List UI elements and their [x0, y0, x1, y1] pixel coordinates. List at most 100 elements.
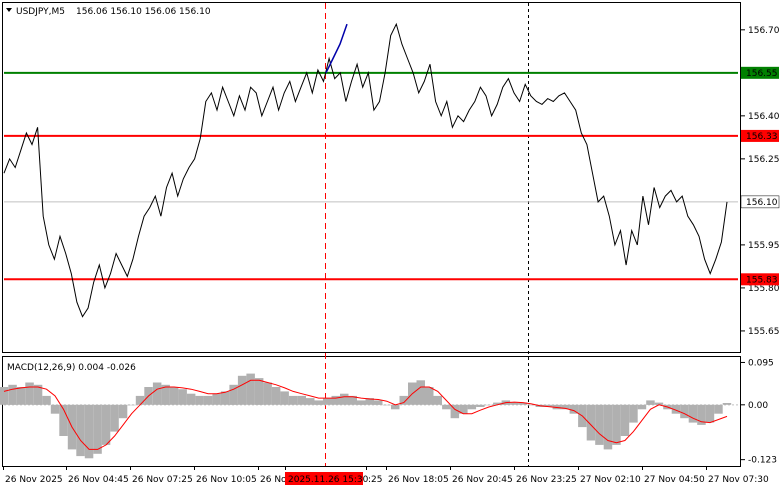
macd-bar-66: [561, 404, 570, 410]
macd-bar-12: [101, 404, 111, 445]
current-price-label-box: [740, 195, 780, 209]
level-label-box-2: [741, 273, 779, 286]
macd-bar-80: [680, 404, 689, 419]
macd-bar-26: [220, 391, 230, 405]
macd-bar-57: [484, 404, 494, 406]
macd-bar-29: [246, 373, 255, 405]
macd-bar-7: [59, 404, 68, 436]
crosshair-time-label: 2025.11.26 15:30: [288, 475, 369, 485]
macd-bar-76: [646, 400, 655, 405]
macd-bar-32: [271, 387, 281, 405]
macd-bar-75: [637, 404, 647, 410]
macd-bar-35: [297, 395, 306, 405]
x-tick-label-9: 26 Nov 23:25: [516, 475, 577, 485]
macd-bar-82: [697, 404, 706, 425]
macd-chart: [0, 373, 738, 459]
macd-bar-74: [629, 404, 638, 423]
macd-bar-77: [654, 402, 664, 405]
macd-bar-56: [476, 404, 485, 407]
level-label-2: 155.83: [746, 275, 778, 285]
macd-bar-5: [42, 395, 51, 405]
macd-bar-14: [118, 404, 128, 419]
macd-bar-15: [127, 404, 136, 406]
macd-bar-34: [288, 395, 298, 405]
macd-bar-39: [331, 395, 340, 405]
macd-bar-16: [135, 395, 145, 405]
symbol-label: USDJPY,M5: [16, 7, 65, 17]
macd-bar-70: [595, 404, 604, 445]
macd-bar-19: [161, 384, 170, 405]
x-tick-label-6: :25: [368, 475, 382, 485]
macd-bar-25: [212, 393, 221, 405]
macd-bar-0: [0, 387, 9, 405]
macd-bar-27: [229, 384, 238, 405]
macd-bar-20: [169, 387, 179, 405]
macd-bar-84: [714, 404, 723, 414]
macd-bar-62: [527, 404, 536, 406]
macd-bar-3: [25, 382, 34, 405]
macd-bar-36: [306, 398, 315, 405]
axis-labels: 156.70 156.40 156.25 155.95 155.80 155.65 156.…: [3, 26, 780, 485]
macd-bar-79: [671, 404, 681, 414]
price-panel-frame: [2, 2, 741, 353]
macd-label: MACD(12,26,9) 0.004 -0.026: [7, 363, 136, 373]
macd-tick-label-0: 0.095: [748, 358, 774, 368]
macd-bar-51: [433, 395, 442, 405]
level-label-box-1: [741, 129, 779, 142]
macd-bar-60: [510, 402, 519, 405]
macd-bar-55: [467, 404, 477, 410]
level-label-0: 156.55: [746, 69, 778, 79]
macd-bar-6: [50, 404, 60, 414]
price-chart: [3, 22, 738, 318]
price-tick-label-0: 156.70: [748, 26, 780, 36]
macd-bar-23: [195, 395, 204, 405]
macd-bar-21: [178, 389, 187, 405]
macd-bar-37: [314, 400, 323, 405]
x-tick-label-0: 26 Nov 2025: [5, 475, 63, 485]
price-tick-label-4: 155.80: [748, 284, 780, 294]
macd-bar-11: [93, 404, 102, 454]
macd-bar-31: [263, 382, 272, 405]
macd-bar-85: [722, 403, 732, 405]
macd-bar-22: [186, 393, 196, 405]
macd-bar-41: [348, 395, 357, 405]
macd-signal-line: [3, 379, 728, 450]
macd-bar-81: [688, 404, 698, 423]
macd-bar-1: [8, 384, 17, 405]
macd-bar-38: [323, 398, 332, 405]
price-tick-label-2: 156.25: [748, 155, 780, 165]
macd-bar-58: [493, 402, 502, 405]
macd-bar-54: [459, 404, 468, 414]
price-tick-label-1: 156.40: [748, 112, 780, 122]
macd-bar-64: [544, 404, 553, 407]
x-tick-label-2: 26 Nov 07:25: [132, 475, 193, 485]
x-tick-label-10: 27 Nov 02:10: [580, 475, 641, 485]
macd-bar-9: [76, 404, 85, 457]
macd-bar-4: [33, 384, 43, 405]
macd-tick-label-1: 0.00: [748, 401, 768, 411]
x-tick-label-7: 26 Nov 18:05: [388, 475, 449, 485]
macd-bar-28: [237, 375, 247, 405]
x-tick-label-3: 26 Nov 10:05: [196, 475, 257, 485]
macd-bar-10: [84, 404, 94, 459]
macd-bar-73: [620, 404, 630, 436]
macd-bar-33: [280, 391, 289, 405]
macd-bar-83: [705, 404, 715, 423]
dropdown-arrow-icon[interactable]: [6, 8, 12, 12]
crosshair-time-box: [285, 472, 363, 485]
macd-bar-40: [340, 393, 349, 405]
macd-bar-52: [442, 404, 451, 410]
macd-bar-61: [518, 402, 528, 405]
x-tick-label-11: 27 Nov 04:50: [644, 475, 705, 485]
macd-bar-44: [374, 400, 383, 405]
price-tick-label-5: 155.65: [748, 327, 780, 337]
macd-bar-47: [399, 395, 408, 405]
macd-bar-18: [152, 382, 162, 405]
price-tick-label-3: 155.95: [748, 241, 780, 251]
price-line-highlight: [325, 23, 348, 74]
current-price-label: 156.10: [746, 198, 778, 208]
x-tick-label-12: 27 Nov 07:30: [708, 475, 769, 485]
level-label-box-0: [741, 66, 779, 79]
macd-tick-label-2: -0.123: [748, 456, 777, 466]
